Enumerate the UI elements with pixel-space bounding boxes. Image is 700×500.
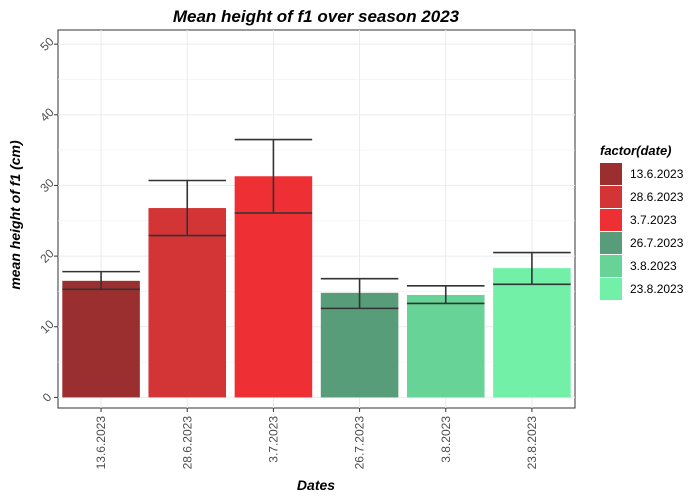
bar [62,280,140,398]
legend-key [600,209,622,231]
legend-label: 3.8.2023 [630,259,677,273]
x-tick-label: 23.8.2023 [525,416,539,470]
error-bar [148,179,227,237]
legend-label: 26.7.2023 [630,236,684,250]
error-bar [234,138,313,214]
x-axis-title: Dates [297,477,335,493]
x-tick-label: 13.6.2023 [94,416,108,470]
error-bar [406,284,485,305]
bar [406,294,485,398]
bar [320,292,399,398]
plot-panel [57,29,576,409]
legend: factor(date) 13.6.2023 28.6.2023 3.7.2023 2… [600,143,684,300]
legend-key [600,186,622,208]
y-axis-title: mean height of f1 (cm) [7,140,23,290]
legend-label: 23.8.2023 [630,282,684,296]
legend-key [600,163,622,185]
bar [148,208,227,398]
legend-key [600,278,622,300]
error-bar [493,251,571,286]
error-bar [62,270,140,291]
legend-key [600,255,622,277]
x-tick-label: 3.8.2023 [439,416,453,463]
error-bar [320,277,399,310]
x-tick-label: 26.7.2023 [353,416,367,470]
legend-label: 3.7.2023 [630,213,677,227]
legend-label: 13.6.2023 [630,167,684,181]
x-tick-label: 28.6.2023 [180,416,194,470]
chart-title: Mean height of f1 over season 2023 [173,7,460,26]
legend-title: factor(date) [600,143,672,158]
legend-label: 28.6.2023 [630,190,684,204]
bar [493,268,571,398]
x-tick-label: 3.7.2023 [266,416,280,463]
legend-key [600,232,622,254]
